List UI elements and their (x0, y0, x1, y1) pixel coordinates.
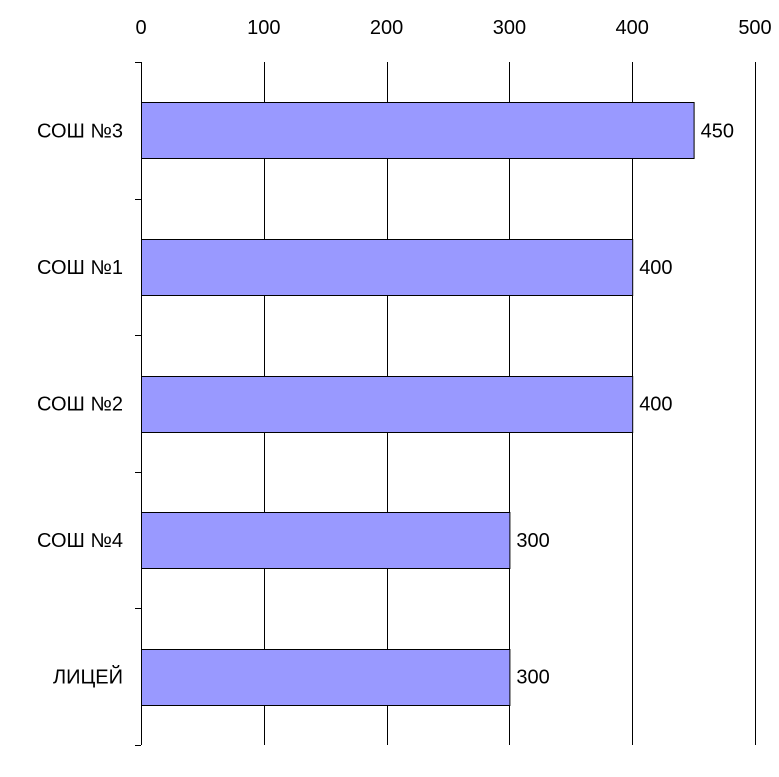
data-label-2: 400 (639, 257, 672, 279)
x-tick-label-0: 0 (135, 17, 146, 39)
axis-layer: 0 100 200 300 400 500 (135, 17, 772, 746)
category-label-5: ЛИЦЕЙ (53, 665, 123, 689)
x-tick-label-500: 500 (738, 17, 771, 39)
category-label-3: СОШ №2 (37, 394, 123, 416)
data-label-1: 450 (701, 120, 734, 142)
bar-4 (141, 512, 511, 569)
category-label-1: СОШ №3 (37, 120, 123, 142)
x-tick-label-200: 200 (370, 17, 403, 39)
data-label-3: 400 (639, 394, 672, 416)
x-tick-label-400: 400 (616, 17, 649, 39)
bar-1 (141, 102, 695, 159)
category-label-2: СОШ №1 (37, 257, 123, 279)
bar-5 (141, 649, 511, 706)
bar-2 (141, 239, 634, 296)
x-tick-label-300: 300 (493, 17, 526, 39)
data-label-4: 300 (516, 530, 549, 552)
labels-layer: СОШ №3 450 СОШ №1 400 СОШ №2 400 СОШ №4 300 ЛИЦЕ… (37, 120, 734, 688)
category-label-4: СОШ №4 (37, 530, 123, 552)
bar-3 (141, 376, 634, 433)
bars-layer (141, 102, 695, 706)
x-tick-label-100: 100 (247, 17, 280, 39)
data-label-5: 300 (516, 667, 549, 689)
